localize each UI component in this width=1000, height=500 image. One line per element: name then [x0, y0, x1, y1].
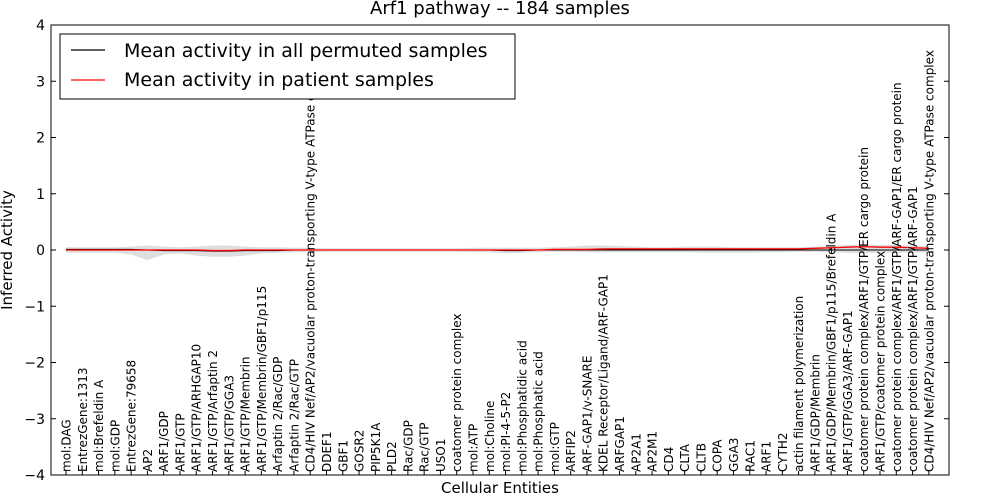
- x-tick-label: GBF1: [336, 440, 350, 472]
- x-tick-label: actin filament polymerization: [792, 296, 806, 472]
- legend-box: [59, 33, 516, 100]
- patient-mean-line: [66, 245, 929, 252]
- x-tick-label: EntrezGene:1313: [76, 368, 90, 473]
- x-tick-label: mol:Phosphatidic acid: [515, 340, 529, 472]
- x-tick-label: ARF1/GTP/Membrin/GBF1/p115: [255, 286, 269, 472]
- chart-title: Arf1 pathway -- 184 samples: [370, 0, 630, 19]
- x-tick-label: mol:Choline: [483, 401, 497, 472]
- x-tick-label: coatomer protein complex/ARF1/GTP/ARF-GA…: [890, 82, 904, 472]
- y-tick-label: 3: [36, 74, 45, 90]
- x-tick-label: ARF1/GTP: [173, 413, 187, 472]
- y-tick-label: −3: [24, 412, 45, 428]
- x-tick-label: mol:Brefeldin A: [92, 379, 106, 472]
- x-tick-label: DDEF1: [320, 431, 334, 472]
- y-axis-title: Inferred Activity: [0, 190, 16, 310]
- x-tick-label: GGA3: [727, 438, 741, 472]
- x-tick-label: AP2M1: [646, 431, 660, 472]
- x-tick-label: COPA: [711, 439, 725, 472]
- y-tick-label: 4: [36, 18, 45, 34]
- x-tick-label: EntrezGene:79658: [125, 360, 139, 472]
- x-tick-label: mol:GTP: [548, 422, 562, 472]
- x-tick-label: ARF1/GDP/Membrin: [808, 354, 822, 472]
- y-tick-label: 0: [36, 243, 45, 259]
- x-tick-label: ARFGAP1: [613, 416, 627, 472]
- x-tick-label: coatomer protein complex/ARF1/GTP/ER car…: [857, 147, 871, 472]
- x-tick-label: CD4: [662, 447, 676, 472]
- x-axis-title: Cellular Entities: [441, 479, 559, 497]
- x-tick-label: AP2A1: [629, 433, 643, 472]
- x-tick-label: KDEL Receptor/Ligand/ARF-GAP1: [597, 274, 611, 472]
- x-tick-label: ARF-GAP1/v-SNARE: [580, 356, 594, 472]
- y-tick-label: −2: [24, 356, 45, 372]
- x-tick-label: RAC1: [743, 440, 757, 472]
- plot-area: [66, 244, 929, 261]
- y-tick-label: −1: [24, 299, 45, 315]
- x-tick-label: CYTH2: [776, 433, 790, 473]
- x-tick-label: CLTB: [694, 443, 708, 472]
- x-tick-label: GOSR2: [353, 430, 367, 472]
- x-tick-label: CD4/HIV Nef/AP2/vacuolar proton-transpor…: [922, 50, 936, 472]
- x-tick-label: PLD2: [385, 441, 399, 472]
- y-tick-label: −4: [24, 468, 45, 484]
- x-tick-label: ARF1/GDP: [157, 411, 171, 472]
- x-tick-label: coatomer protein complex: [450, 314, 464, 472]
- x-tick-label: CD4/HIV Nef/AP2/vacuolar proton-transpor…: [304, 50, 318, 472]
- x-tick-label: mol:GDP: [108, 420, 122, 472]
- legend-label-patient: Mean activity in patient samples: [124, 69, 434, 91]
- x-tick-label: ARF1/GTP/coatomer protein complex: [874, 251, 888, 472]
- x-tick-label: CLTA: [678, 443, 692, 472]
- x-tick-label: USO1: [434, 439, 448, 472]
- y-axis: 4 3 2 1 0 −1 −2 −3 −4: [24, 18, 949, 484]
- x-tick-label: ARF1/GTP/ARHGAP10: [190, 344, 204, 472]
- x-tick-label: mol:Phosphatic acid: [532, 351, 546, 472]
- x-tick-label: ARFIP2: [564, 430, 578, 472]
- x-tick-label: ARF1/GDP/Membrin/GBF1/p115/Brefeldin A: [825, 213, 839, 472]
- x-tick-label: PIP5K1A: [369, 422, 383, 472]
- y-tick-label: 1: [36, 187, 45, 203]
- permuted-variance-band: [66, 244, 929, 261]
- x-tick-label: ARF1: [760, 441, 774, 472]
- x-tick-label: coatomer protein complex/ARF1/GTP/ARF-GA…: [906, 186, 920, 472]
- x-tick-label: ARF1/GTP/GGA3/ARF-GAP1: [841, 310, 855, 472]
- x-tick-label: Arfaptin 2/Rac/GDP: [271, 357, 285, 472]
- x-tick-label: ARF1/GTP/Membrin: [239, 356, 253, 472]
- x-tick-label: Rac/GDP: [401, 420, 415, 472]
- x-tick-label: Arfaptin 2/Rac/GTP: [287, 359, 301, 472]
- x-tick-label: mol:ATP: [467, 424, 481, 472]
- x-tick-label: Rac/GTP: [418, 422, 432, 472]
- x-tick-label: AP2: [141, 449, 155, 472]
- x-tick-label: mol:DAG: [60, 419, 74, 472]
- x-tick-label: ARF1/GTP/GGA3: [222, 375, 236, 472]
- x-tick-label: mol:PI-4-5-P2: [499, 392, 513, 472]
- x-tick-label: ARF1/GTP/Arfaptin 2: [206, 350, 220, 472]
- legend: Mean activity in all permuted samples Me…: [59, 33, 516, 100]
- legend-label-permuted: Mean activity in all permuted samples: [124, 40, 487, 62]
- y-tick-label: 2: [36, 131, 45, 147]
